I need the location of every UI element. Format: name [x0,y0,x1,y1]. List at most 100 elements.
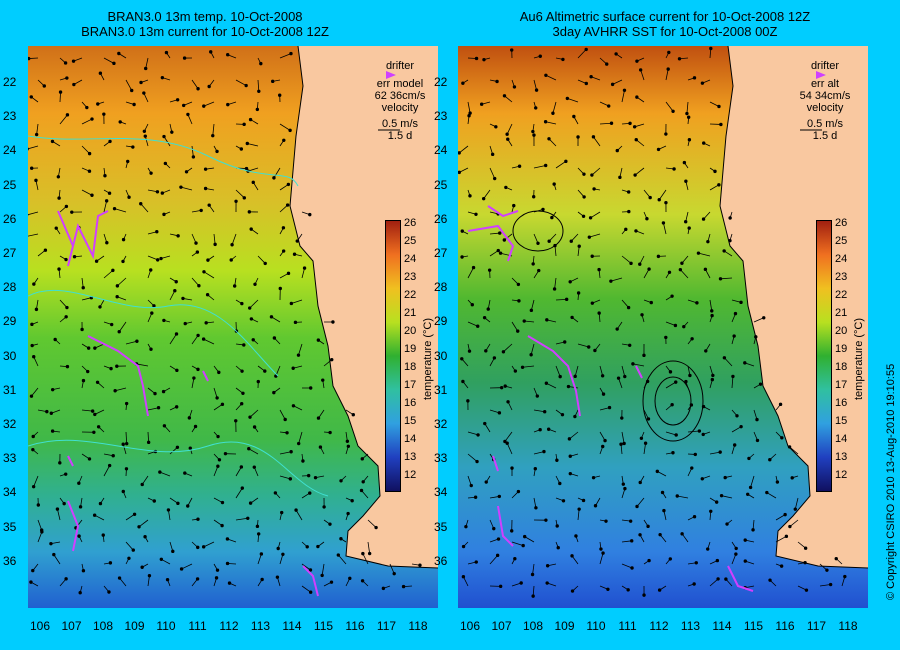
left-colorbar-tick-23: 23 [404,271,417,283]
right-colorbar-tick-18: 18 [835,361,848,373]
coastline [289,46,438,569]
right-lat-label-33: 33 [434,451,448,466]
right-lat-label-32: 32 [434,417,448,431]
left-lat-label-30: 30 [3,348,17,363]
right-map-svg [458,46,868,608]
left-lon-label-112: 112 [219,619,239,633]
left-lat-label-27: 27 [3,246,17,260]
left-map-svg [28,46,438,608]
right-title-line2: 3day AVHRR SST for 10-Oct-2008 00Z [552,24,778,39]
left-colorbar-tick-20: 20 [404,325,417,337]
right-lat-label-23: 23 [434,109,448,124]
left-lat-label-24: 24 [3,143,17,158]
right-legend-err-label: err alt [810,78,840,90]
right-lat-label-30: 30 [434,348,448,363]
left-lon-label-108: 108 [92,619,114,633]
right-lon-label-111: 111 [618,619,637,633]
left-lon-label-107: 107 [61,619,82,633]
right-lon-label-108: 108 [522,619,544,633]
right-lat-label-34: 34 [434,485,448,500]
left-legend-velocity: velocity [381,102,419,114]
right-legend-err-value: 54 34cm/s [799,90,851,102]
left-lon-label-114: 114 [282,619,302,633]
right-lon-label-117: 117 [806,619,827,633]
right-legend-velocity: velocity [806,102,844,114]
left-legend-err-label: err model [376,78,424,90]
right-legend-time: 1.5 d [812,130,838,142]
left-lon-label-110: 110 [156,619,176,633]
right-legend: drifter err alt 54 34cm/s velocity 0.5 m… [785,60,865,142]
left-lat-label-35: 35 [3,519,17,534]
left-colorbar-tick-18: 18 [404,361,417,373]
right-lat-label-36: 36 [434,553,448,568]
left-lat-label-23: 23 [3,109,17,124]
left-lat-label-34: 34 [3,485,17,500]
right-colorbar-tick-24: 24 [835,253,848,265]
ocean-field [28,46,438,608]
left-lat-label-22: 22 [3,75,17,89]
left-legend-time: 1.5 d [387,130,413,142]
right-colorbar-tick-22: 22 [835,289,848,301]
ocean-field [458,46,868,608]
left-colorbar-tick-14: 14 [404,433,417,445]
left-colorbar-tick-12: 12 [404,469,417,481]
temperature-contours [28,135,329,497]
right-lon-label-106: 106 [459,619,481,633]
left-colorbar-tick-15: 15 [404,415,417,427]
left-lat-label-28: 28 [3,280,17,295]
left-map-panel [28,46,438,608]
left-lat-label-26: 26 [3,211,17,226]
left-colorbar-tick-17: 17 [404,379,417,391]
left-colorbar-tick-19: 19 [404,343,417,355]
right-lon-label-113: 113 [680,619,701,633]
right-colorbar-tick-17: 17 [835,379,848,391]
left-lat-label-32: 32 [3,417,17,431]
right-lat-label-31: 31 [434,382,448,397]
left-title-line1: BRAN3.0 13m temp. 10-Oct-2008 [107,9,303,24]
right-lat-label-24: 24 [434,143,448,158]
right-title: Au6 Altimetric surface current for 10-Oc… [455,9,875,39]
left-legend-drifter: drifter [385,60,415,72]
right-lon-label-110: 110 [586,619,606,633]
left-colorbar-tick-21: 21 [404,307,417,319]
right-lon-label-115: 115 [743,619,764,633]
left-lon-label-111: 111 [188,619,207,633]
left-lon-label-113: 113 [250,619,271,633]
left-lon-label-106: 106 [29,619,51,633]
left-lon-label-118: 118 [408,619,428,633]
drifter-tracks [467,205,754,592]
right-lat-label-35: 35 [434,519,448,534]
right-colorbar-unit: temperature (°C) [853,317,865,400]
left-legend: drifter err model 62 36cm/s velocity 0.5… [360,60,440,142]
right-lon-label-109: 109 [554,619,575,633]
left-colorbar-tick-22: 22 [404,289,417,301]
left-lat-label-31: 31 [3,382,17,397]
right-lon-label-116: 116 [775,619,795,633]
right-title-line1: Au6 Altimetric surface current for 10-Oc… [519,9,811,24]
right-lat-label-22: 22 [434,75,448,89]
drifter-legend-arrow [386,71,396,79]
current-vectors [458,46,847,598]
left-colorbar-unit: temperature (°C) [422,317,434,400]
current-vectors [28,50,422,595]
left-colorbar-tick-13: 13 [404,451,417,463]
left-colorbar-tick-25: 25 [404,235,417,247]
left-lat-label-36: 36 [3,553,17,568]
right-lat-label-25: 25 [434,177,448,192]
drifter-tracks [57,210,319,597]
right-colorbar-tick-13: 13 [835,451,848,463]
left-legend-speed: 0.5 m/s [381,118,419,130]
copyright-text: © Copyright CSIRO 2010 13-Aug-2010 19:10… [885,363,897,600]
left-lon-label-116: 116 [345,619,365,633]
right-colorbar-tick-23: 23 [835,271,848,283]
right-colorbar-tick-16: 16 [835,397,848,409]
right-map-panel [458,46,868,608]
right-colorbar-tick-20: 20 [835,325,848,337]
right-legend-speed: 0.5 m/s [806,118,844,130]
left-colorbar [385,220,401,492]
right-lat-label-29: 29 [434,314,448,329]
right-lon-label-112: 112 [649,619,669,633]
right-colorbar-tick-12: 12 [835,469,848,481]
right-lon-label-118: 118 [838,619,858,633]
right-colorbar [816,220,832,492]
